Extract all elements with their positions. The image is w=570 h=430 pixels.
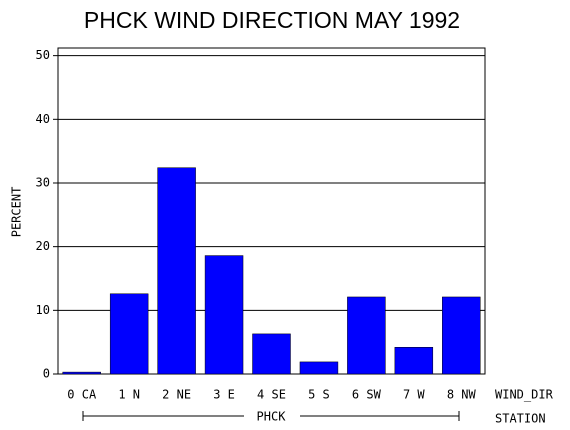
group-label-bg — [244, 409, 300, 423]
bar — [204, 255, 244, 375]
bar — [252, 333, 291, 375]
x-tick-label: 3 E — [213, 388, 235, 402]
x-tick-label: 4 SE — [257, 388, 286, 402]
bar — [157, 167, 196, 375]
y-tick-label: 30 — [36, 175, 50, 189]
y-axis-label: PERCENT — [10, 187, 24, 238]
x-tick-label: 5 S — [308, 388, 330, 402]
x-tick-label: 6 SW — [352, 388, 382, 402]
chart-title: PHCK WIND DIRECTION MAY 1992 — [84, 7, 460, 33]
y-tick-label: 10 — [36, 303, 50, 317]
bar — [62, 371, 101, 375]
bar — [109, 293, 149, 375]
bar — [442, 296, 481, 375]
y-tick-label: 20 — [36, 239, 50, 253]
bar — [347, 296, 386, 375]
bar — [394, 347, 434, 375]
y-tick-label: 40 — [36, 112, 50, 126]
group-name: PHCK — [257, 410, 287, 424]
x-tick-label: 2 NE — [162, 388, 191, 402]
x-axis-label: WIND_DIR — [495, 388, 554, 402]
bar — [299, 361, 339, 375]
x-tick-label: 1 N — [118, 388, 140, 402]
y-tick-label: 0 — [43, 367, 50, 381]
x-tick-label: 8 NW — [447, 388, 477, 402]
x-tick-label: 7 W — [403, 388, 425, 402]
y-tick-label: 50 — [36, 48, 50, 62]
group-axis-label: STATION — [495, 412, 546, 426]
x-tick-label: 0 CA — [67, 388, 97, 402]
